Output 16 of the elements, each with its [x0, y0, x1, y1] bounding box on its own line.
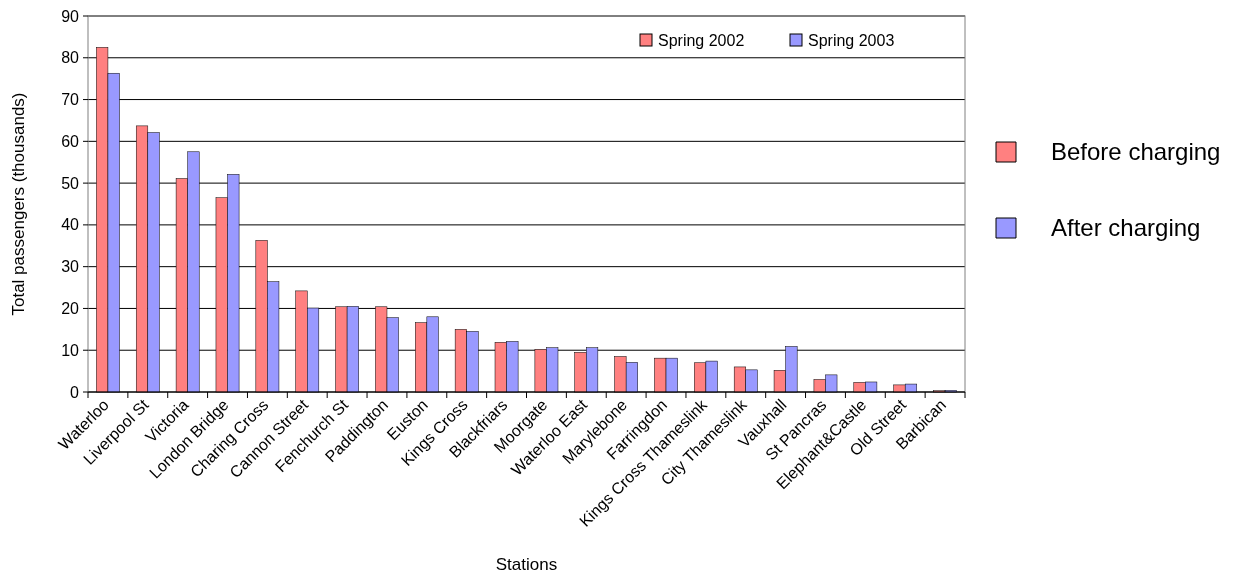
- y-tick-label: 50: [61, 174, 80, 192]
- y-tick-label: 40: [61, 216, 80, 234]
- y-axis-title: Total passengers (thousands): [9, 92, 28, 316]
- y-tick-label: 70: [61, 91, 80, 109]
- y-tick-label: 20: [61, 300, 80, 318]
- y-tick-label: 0: [70, 383, 80, 401]
- legend-label: Spring 2002: [658, 31, 745, 49]
- text: After charging: [1051, 214, 1201, 242]
- x-axis-title: Stations: [495, 555, 558, 574]
- legend-label: Spring 2003: [808, 31, 895, 49]
- y-tick-label: 80: [61, 49, 80, 67]
- y-tick-label: 90: [61, 7, 80, 25]
- text: Before charging: [1051, 138, 1221, 166]
- y-tick-label: 60: [61, 132, 80, 150]
- y-tick-label: 30: [61, 258, 80, 276]
- y-tick-label: 10: [61, 341, 80, 359]
